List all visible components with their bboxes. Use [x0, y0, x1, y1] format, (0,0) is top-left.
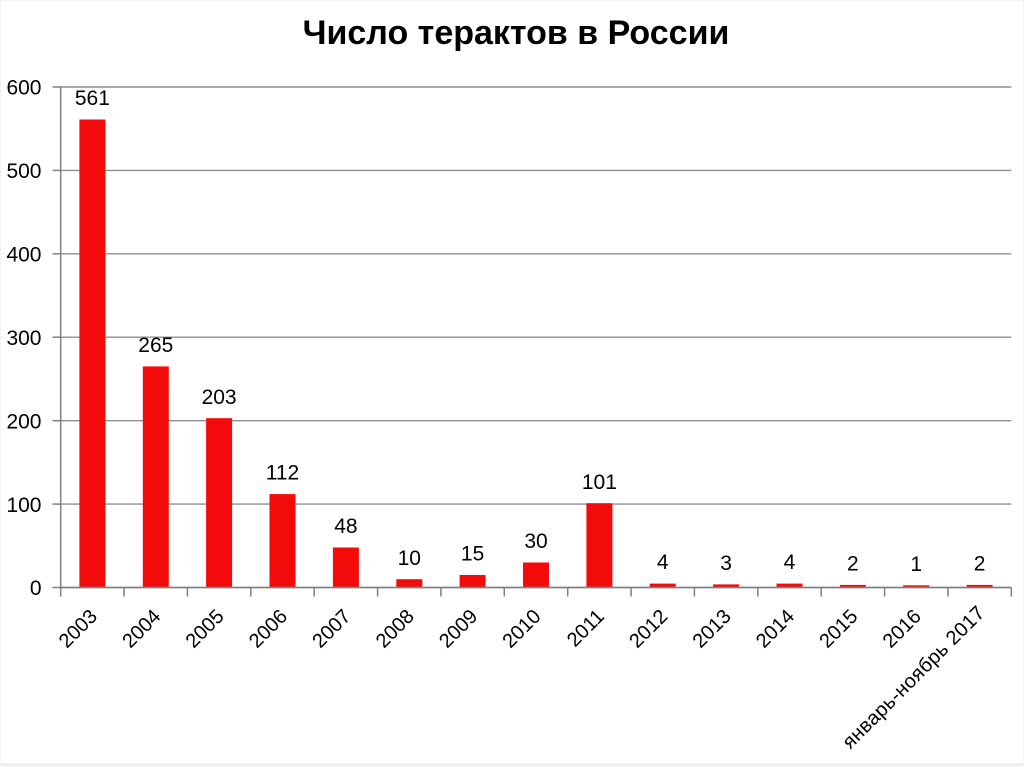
svg-text:30: 30	[524, 530, 547, 553]
svg-text:400: 400	[6, 244, 41, 267]
svg-text:Число терактов в России: Число терактов в России	[303, 14, 730, 52]
svg-text:1: 1	[910, 553, 922, 576]
svg-text:10: 10	[398, 547, 421, 570]
svg-text:0: 0	[30, 577, 42, 600]
svg-text:265: 265	[138, 334, 173, 357]
svg-text:100: 100	[6, 494, 41, 517]
svg-text:48: 48	[334, 515, 357, 538]
svg-text:15: 15	[461, 543, 484, 566]
svg-text:500: 500	[6, 160, 41, 183]
svg-text:4: 4	[784, 551, 796, 574]
svg-text:112: 112	[266, 462, 299, 485]
svg-text:300: 300	[6, 327, 41, 350]
svg-text:101: 101	[582, 471, 617, 494]
svg-text:200: 200	[6, 410, 41, 433]
svg-text:2: 2	[974, 553, 986, 576]
svg-text:203: 203	[202, 386, 237, 409]
svg-text:561: 561	[75, 87, 110, 110]
svg-text:2: 2	[847, 553, 859, 576]
svg-text:4: 4	[657, 551, 669, 574]
svg-text:600: 600	[6, 77, 41, 100]
svg-text:3: 3	[720, 552, 732, 575]
